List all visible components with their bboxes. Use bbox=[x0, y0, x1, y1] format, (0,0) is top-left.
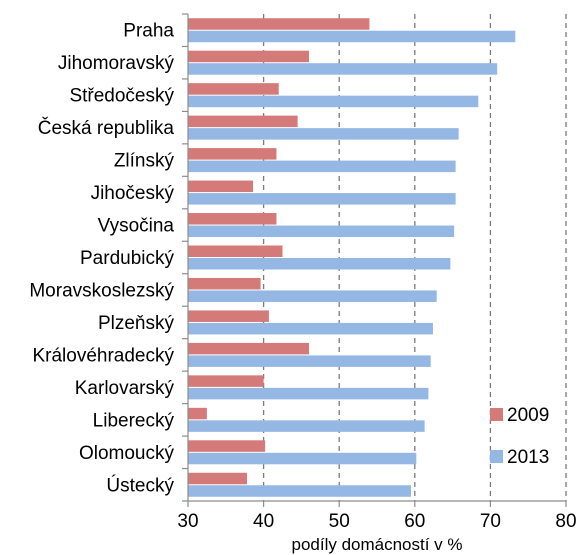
tick-labels: 30 40 50 60 70 80 bbox=[177, 511, 576, 532]
x-tick-label: 50 bbox=[329, 511, 350, 532]
category-labels: Praha Jihomoravský Středočeský Česká republ… bbox=[29, 21, 174, 497]
category-label: Ústecký bbox=[106, 474, 174, 496]
category-label: Pardubický bbox=[80, 248, 174, 269]
category-label: Karlovarský bbox=[75, 378, 175, 399]
axes bbox=[182, 13, 567, 507]
category-label: Jihomoravský bbox=[58, 53, 175, 74]
bar bbox=[188, 310, 269, 322]
bar bbox=[188, 148, 277, 160]
bar bbox=[188, 193, 456, 205]
legend-label: 2009 bbox=[507, 405, 549, 426]
bar bbox=[188, 213, 277, 225]
bar bbox=[188, 420, 425, 432]
bar bbox=[188, 30, 516, 43]
bar bbox=[188, 407, 207, 420]
bar bbox=[188, 225, 455, 238]
x-tick-label: 60 bbox=[404, 511, 425, 532]
category-label: Vysočina bbox=[98, 216, 175, 237]
bar bbox=[188, 452, 417, 465]
category-label: Plzeňský bbox=[98, 313, 175, 334]
bars bbox=[188, 18, 516, 497]
bar bbox=[188, 387, 429, 400]
category-label: Moravskoslezský bbox=[29, 280, 174, 301]
category-label: Olomoucký bbox=[79, 443, 175, 464]
x-tick-label: 40 bbox=[253, 511, 274, 532]
legend: 2009 2013 bbox=[490, 405, 549, 468]
bar bbox=[188, 245, 283, 257]
x-tick-label: 70 bbox=[480, 511, 501, 532]
category-label: Královéhradecký bbox=[32, 345, 174, 366]
x-tick-label: 30 bbox=[177, 511, 198, 532]
bar bbox=[188, 258, 451, 270]
bar bbox=[188, 50, 309, 63]
x-tick-label: 80 bbox=[555, 511, 576, 532]
legend-swatch bbox=[490, 408, 503, 421]
bar bbox=[188, 485, 412, 497]
bar bbox=[188, 277, 261, 290]
bar bbox=[188, 440, 266, 452]
bar bbox=[188, 322, 433, 335]
x-axis-title: podíly domácností v % bbox=[291, 535, 462, 554]
bar bbox=[188, 95, 479, 108]
category-label: Jihočeský bbox=[91, 183, 175, 204]
bar bbox=[188, 128, 459, 140]
bar bbox=[188, 290, 437, 302]
bar bbox=[188, 375, 264, 387]
legend-label: 2013 bbox=[507, 447, 549, 468]
bar bbox=[188, 180, 254, 193]
bar bbox=[188, 160, 456, 173]
legend-swatch bbox=[490, 450, 503, 463]
bar bbox=[188, 355, 431, 367]
bar bbox=[188, 63, 498, 75]
bar bbox=[188, 83, 279, 95]
category-label: Zlínský bbox=[114, 151, 175, 172]
bar bbox=[188, 472, 247, 485]
bar bbox=[188, 342, 309, 355]
category-label: Liberecký bbox=[93, 410, 175, 431]
bar bbox=[188, 18, 370, 30]
category-label: Středočeský bbox=[69, 86, 174, 107]
category-label: Česká republika bbox=[38, 117, 175, 139]
category-label: Praha bbox=[123, 21, 174, 42]
bar bbox=[188, 115, 298, 128]
